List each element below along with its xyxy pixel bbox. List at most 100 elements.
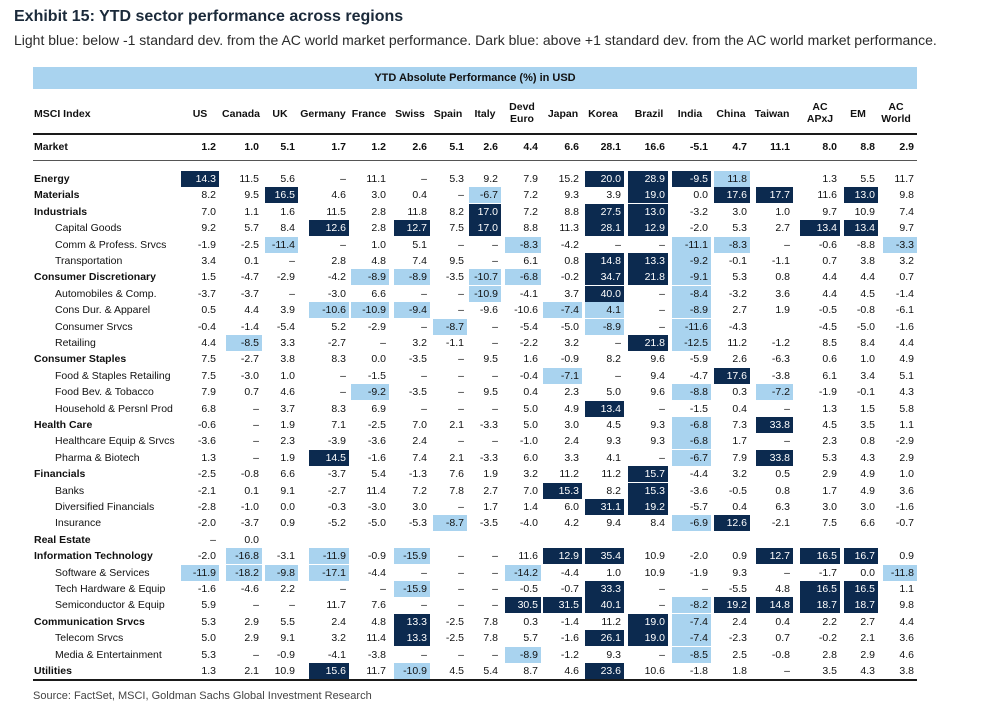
table-cell: -3.7 xyxy=(240,517,259,530)
table-cell: 9.6 xyxy=(650,386,665,399)
table-cell: -1.9 xyxy=(689,566,708,579)
table-cell: -5.7 xyxy=(689,501,708,513)
row-label: Materials xyxy=(34,189,80,202)
row-label: Consumer Discretionary xyxy=(34,271,156,284)
table-cell: 5.1 xyxy=(412,238,427,251)
table-cell: 7.4 xyxy=(412,451,427,464)
table-cell: 5.1 xyxy=(449,141,464,153)
table-cell: 7.5 xyxy=(822,517,837,530)
table-cell: 11.7 xyxy=(326,599,346,612)
table-cell: -6.1 xyxy=(895,304,914,317)
row-label: Comm & Profess. Srvcs xyxy=(55,238,167,251)
table-cell: -14.2 xyxy=(505,564,541,581)
table-cell: -15.9 xyxy=(394,581,430,597)
col-header-france: France xyxy=(351,108,387,120)
table-cell: 31.1 xyxy=(585,499,624,515)
table-cell: – xyxy=(421,566,427,579)
table-cell: 8.2 xyxy=(606,353,621,366)
table-cell: 11.6 xyxy=(518,550,538,563)
table-cell: – xyxy=(659,451,665,464)
row-label: Industrials xyxy=(34,205,88,218)
table-cell: -1.4 xyxy=(240,320,259,333)
table-cell: 1.5 xyxy=(860,402,875,415)
table-cell: 1.7 xyxy=(732,435,747,448)
table-cell: 14.5 xyxy=(309,449,349,466)
col-header-uk: UK xyxy=(272,108,288,120)
table-cell: 5.8 xyxy=(899,402,914,415)
table-cell: – xyxy=(784,665,790,677)
table-cell: -9.8 xyxy=(265,564,298,581)
table-cell: – xyxy=(458,386,464,399)
table-cell: 12.9 xyxy=(543,548,582,565)
table-cell: 5.3 xyxy=(201,648,216,661)
table-cell: 5.7 xyxy=(523,632,538,645)
table-cell: 17.6 xyxy=(714,367,750,384)
table-cell: 4.6 xyxy=(331,189,346,202)
row-label: Consumer Staples xyxy=(34,353,127,366)
table-cell: – xyxy=(380,583,386,595)
table-cell: -2.7 xyxy=(240,353,259,366)
row-label: Pharma & Biotech xyxy=(55,451,140,464)
table-cell: -3.6 xyxy=(197,435,216,448)
table-cell: 2.7 xyxy=(732,304,747,317)
table-cell: 2.8 xyxy=(371,205,386,218)
table-cell: 0.8 xyxy=(564,255,579,267)
table-cell xyxy=(672,532,711,548)
table-cell: -2.9 xyxy=(276,271,295,284)
table-cell: -2.7 xyxy=(327,484,346,497)
table-cell: 10.9 xyxy=(274,665,295,677)
table-cell: 2.5 xyxy=(732,648,747,661)
table-cell: -3.3 xyxy=(883,236,917,253)
table-cell: – xyxy=(458,238,464,251)
table-cell: 33.8 xyxy=(756,449,793,466)
table-cell: -1.9 xyxy=(818,386,837,399)
table-cell: – xyxy=(253,402,259,415)
table-cell: 0.1 xyxy=(244,255,259,267)
table-cell: -3.3 xyxy=(479,451,498,464)
table-cell: 4.9 xyxy=(564,402,579,415)
table-cell: 30.5 xyxy=(505,597,541,614)
table-cell xyxy=(309,532,349,548)
table-cell xyxy=(543,532,582,548)
table-cell: -3.5 xyxy=(445,271,464,284)
table-cell: 2.9 xyxy=(899,451,914,464)
table-cell: -0.9 xyxy=(367,550,386,563)
table-cell: 28.1 xyxy=(585,220,624,237)
table-cell: 0.0 xyxy=(371,353,386,366)
table-cell: – xyxy=(492,255,498,267)
table-cell: – xyxy=(784,402,790,415)
table-cell: 3.3 xyxy=(280,337,295,349)
table-cell: -7.4 xyxy=(543,302,582,319)
table-cell: -3.2 xyxy=(728,287,747,300)
table-cell: -10.9 xyxy=(351,302,389,319)
table-cell: 7.0 xyxy=(412,419,427,431)
table-cell: -0.7 xyxy=(560,583,579,595)
table-cell: -5.1 xyxy=(689,141,708,153)
table-cell: 3.6 xyxy=(899,484,914,497)
table-cell: 1.0 xyxy=(371,238,386,251)
table-cell: 2.1 xyxy=(449,451,464,464)
table-cell: 21.8 xyxy=(628,335,668,351)
table-cell: -5.0 xyxy=(367,517,386,530)
table-cell: -6.8 xyxy=(505,269,541,286)
table-cell: – xyxy=(492,583,498,595)
table-cell: 13.0 xyxy=(844,187,878,204)
table-cell: 13.4 xyxy=(844,220,878,237)
table-cell: 8.3 xyxy=(331,353,346,366)
table-cell: 0.4 xyxy=(732,501,747,513)
table-cell: 6.6 xyxy=(564,141,579,153)
col-header-devd-euro: Devd Euro xyxy=(509,101,535,125)
table-cell: – xyxy=(458,369,464,382)
table-cell: 8.4 xyxy=(650,517,665,530)
table-cell: 4.9 xyxy=(860,468,875,481)
table-cell: -0.5 xyxy=(818,304,837,317)
table-cell: 7.2 xyxy=(412,484,427,497)
table-cell: 5.1 xyxy=(280,141,295,153)
table-cell: 9.7 xyxy=(822,205,837,218)
table-cell xyxy=(394,532,430,548)
table-cell: 1.7 xyxy=(822,484,837,497)
table-cell: 3.2 xyxy=(732,468,747,481)
table-cell: – xyxy=(458,501,464,513)
table-cell: -2.5 xyxy=(445,632,464,645)
table-cell: 15.6 xyxy=(309,663,349,679)
